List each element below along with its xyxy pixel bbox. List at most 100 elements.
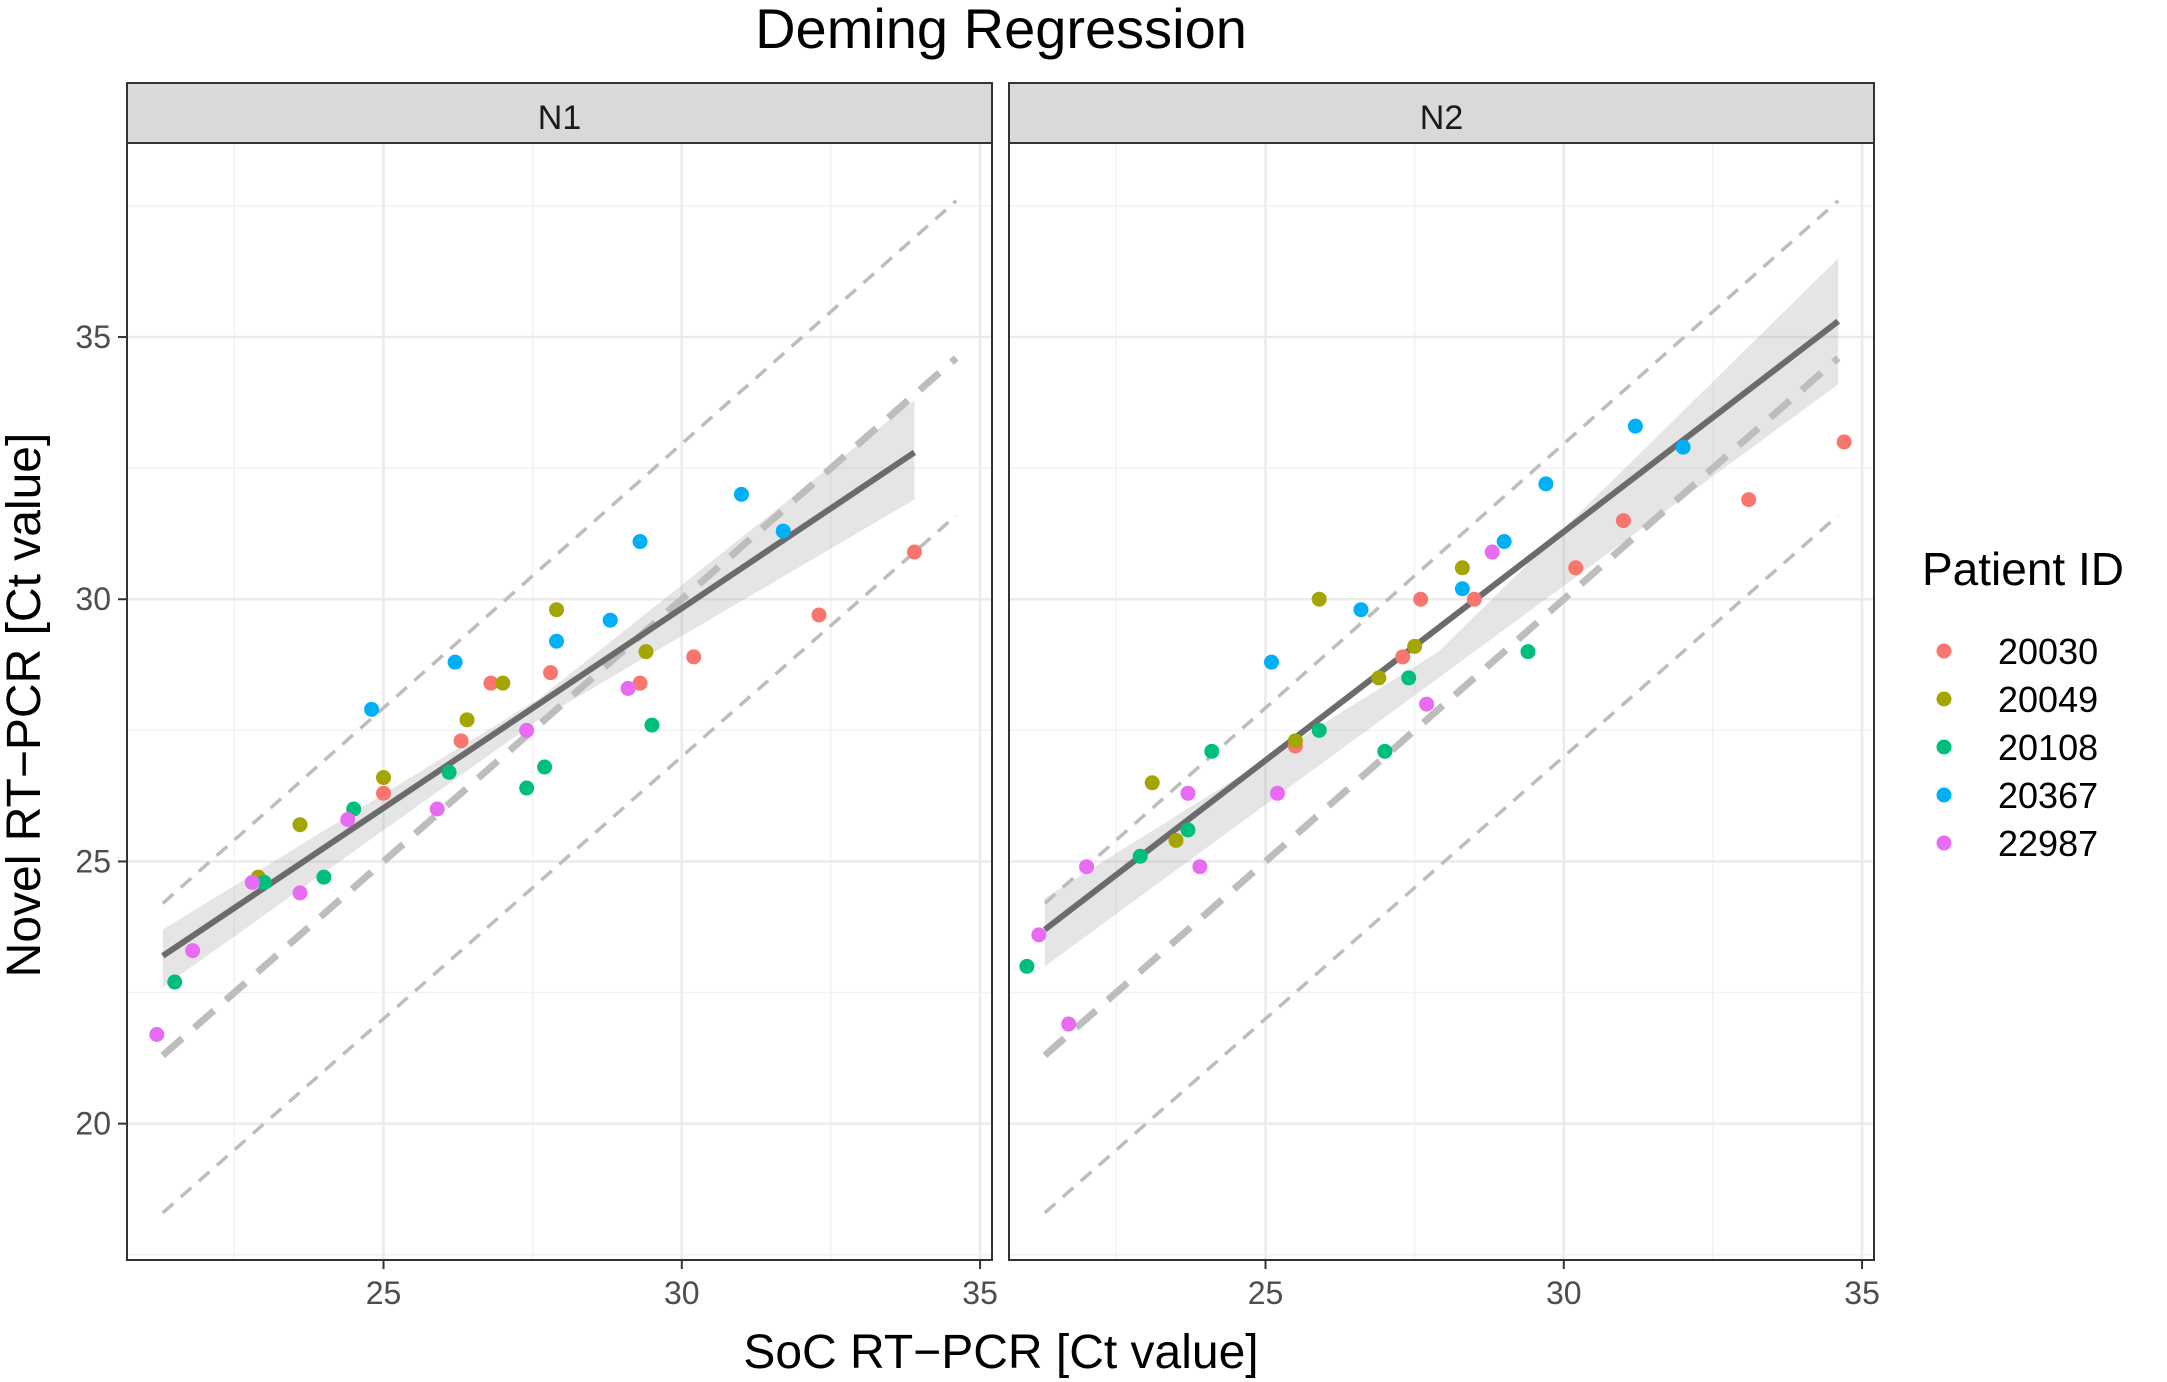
data-point-20108 <box>441 764 457 780</box>
x-tick-label: 25 <box>1248 1275 1284 1311</box>
data-point-20367 <box>549 633 565 649</box>
data-point-20030 <box>686 649 702 665</box>
x-tick-label: 35 <box>962 1275 998 1311</box>
data-point-20367 <box>1675 439 1691 455</box>
confidence-band <box>162 399 915 988</box>
data-point-20049 <box>1168 832 1184 848</box>
data-point-20030 <box>453 733 469 749</box>
data-point-22987 <box>1031 927 1047 943</box>
data-point-20108 <box>644 717 660 733</box>
data-point-20108 <box>1019 958 1035 974</box>
lower-limit-line <box>1043 514 1840 1215</box>
data-point-20030 <box>1836 434 1852 450</box>
y-axis-title: Novel RT−PCR [Ct value] <box>0 433 51 978</box>
data-point-20367 <box>775 523 791 539</box>
data-point-20108 <box>537 759 553 775</box>
data-point-22987 <box>185 943 201 959</box>
data-point-20030 <box>1568 560 1584 576</box>
data-point-22987 <box>1079 859 1095 875</box>
data-point-22987 <box>292 885 308 901</box>
data-point-20049 <box>292 817 308 833</box>
facet-strip-label: N1 <box>538 99 581 137</box>
legend-label-20030: 20030 <box>1998 631 2098 672</box>
data-point-20049 <box>1371 670 1387 686</box>
data-point-20049 <box>376 770 392 786</box>
data-point-20367 <box>1263 654 1279 670</box>
identity-line <box>160 355 959 1059</box>
data-point-20049 <box>1311 591 1327 607</box>
data-point-20030 <box>632 675 648 691</box>
upper-limit-line <box>161 199 958 905</box>
data-point-20030 <box>1466 591 1482 607</box>
data-point-20108 <box>316 869 332 885</box>
data-point-20108 <box>256 874 272 890</box>
data-point-22987 <box>1192 859 1208 875</box>
data-point-22987 <box>620 680 636 696</box>
data-point-20030 <box>376 785 392 801</box>
data-point-20367 <box>1454 581 1470 597</box>
data-point-20367 <box>733 486 749 502</box>
legend-label-20108: 20108 <box>1998 727 2098 768</box>
data-point-22987 <box>1269 785 1285 801</box>
plot-background <box>127 143 992 1260</box>
data-point-20108 <box>1132 848 1148 864</box>
data-point-20108 <box>1377 743 1393 759</box>
x-tick-label: 30 <box>664 1275 700 1311</box>
data-point-22987 <box>1180 785 1196 801</box>
x-tick-label: 25 <box>366 1275 402 1311</box>
legend-key-20030 <box>1936 643 1952 659</box>
legend-label-20049: 20049 <box>1998 679 2098 720</box>
data-point-20049 <box>495 675 511 691</box>
plot-background <box>1009 143 1874 1260</box>
data-point-20049 <box>1287 733 1303 749</box>
data-point-20030 <box>1395 649 1411 665</box>
gridlines <box>127 143 992 1260</box>
data-point-20367 <box>1627 418 1643 434</box>
legend: Patient ID 20030 20049 20108 20367 22987 <box>1922 543 2124 864</box>
identity-line <box>1042 355 1841 1059</box>
data-point-20367 <box>602 612 618 628</box>
confidence-band <box>1044 258 1839 967</box>
data-point-22987 <box>1061 1016 1077 1032</box>
y-tick-label: 25 <box>75 843 111 879</box>
data-point-20049 <box>1144 775 1160 791</box>
upper-limit-line <box>1043 199 1840 905</box>
data-point-20049 <box>1454 560 1470 576</box>
data-point-20367 <box>1353 602 1369 618</box>
lower-limit-line <box>161 514 958 1215</box>
y-tick-label: 20 <box>75 1106 111 1142</box>
data-point-20108 <box>1180 822 1196 838</box>
data-point-20367 <box>1538 476 1554 492</box>
data-points <box>1019 418 1852 1032</box>
data-point-20049 <box>1407 638 1423 654</box>
data-point-20108 <box>519 780 535 796</box>
data-points <box>149 486 922 1043</box>
data-point-20108 <box>167 974 183 990</box>
data-point-20030 <box>1413 591 1429 607</box>
regression-fit-line <box>1042 318 1841 933</box>
facet-panel-n2: N2 25 30 35 <box>1008 82 1880 1311</box>
data-point-22987 <box>429 801 445 817</box>
data-point-20108 <box>1401 670 1417 686</box>
gridlines <box>1009 143 1874 1260</box>
data-point-20030 <box>543 665 559 681</box>
data-point-22987 <box>1419 696 1435 712</box>
data-point-20030 <box>1741 492 1757 508</box>
data-point-20049 <box>459 712 475 728</box>
regression-fit-line <box>161 449 917 959</box>
panel-border <box>126 142 993 1261</box>
legend-label-22987: 22987 <box>1998 823 2098 864</box>
data-point-20367 <box>447 654 463 670</box>
chart-title: Deming Regression <box>755 0 1247 60</box>
data-point-20030 <box>483 675 499 691</box>
legend-label-20367: 20367 <box>1998 775 2098 816</box>
x-tick-label: 30 <box>1546 1275 1582 1311</box>
facet-strip <box>126 82 993 144</box>
data-point-22987 <box>519 722 535 738</box>
legend-key-22987 <box>1936 835 1952 851</box>
data-point-20030 <box>1615 513 1631 529</box>
data-point-22987 <box>244 874 260 890</box>
data-point-20049 <box>638 644 654 660</box>
data-point-22987 <box>1484 544 1500 560</box>
